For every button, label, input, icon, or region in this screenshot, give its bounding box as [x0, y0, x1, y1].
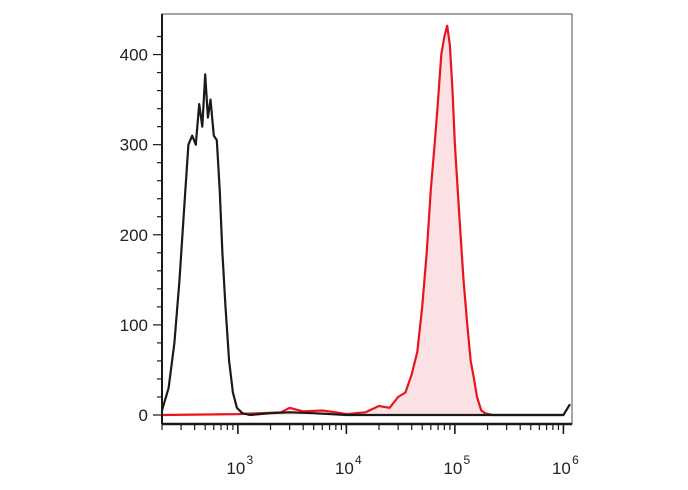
x-tick-exponent: 6 — [572, 453, 579, 467]
x-tick-exponent: 4 — [355, 453, 362, 467]
x-tick-label: 10 — [335, 459, 354, 478]
series-layer — [160, 24, 571, 417]
y-tick-label: 100 — [120, 316, 148, 335]
series-0-line — [160, 73, 571, 417]
series-1-fill — [162, 25, 564, 415]
x-tick-label: 10 — [226, 459, 245, 478]
y-tick-label: 300 — [120, 136, 148, 155]
y-axis: 0 100 200 300 400 — [120, 14, 163, 425]
plot-background — [162, 14, 572, 424]
series-1-line — [161, 24, 564, 417]
y-tick-label: 0 — [139, 406, 148, 425]
x-tick-exponent: 5 — [464, 453, 471, 467]
y-tick-label: 400 — [120, 46, 148, 65]
x-tick-label: 10 — [443, 459, 462, 478]
x-tick-label: 10 — [552, 459, 571, 478]
y-tick-label: 200 — [120, 226, 148, 245]
x-tick-exponent: 3 — [247, 453, 254, 467]
x-axis: 10 3 10 4 10 5 10 6 — [161, 422, 579, 478]
